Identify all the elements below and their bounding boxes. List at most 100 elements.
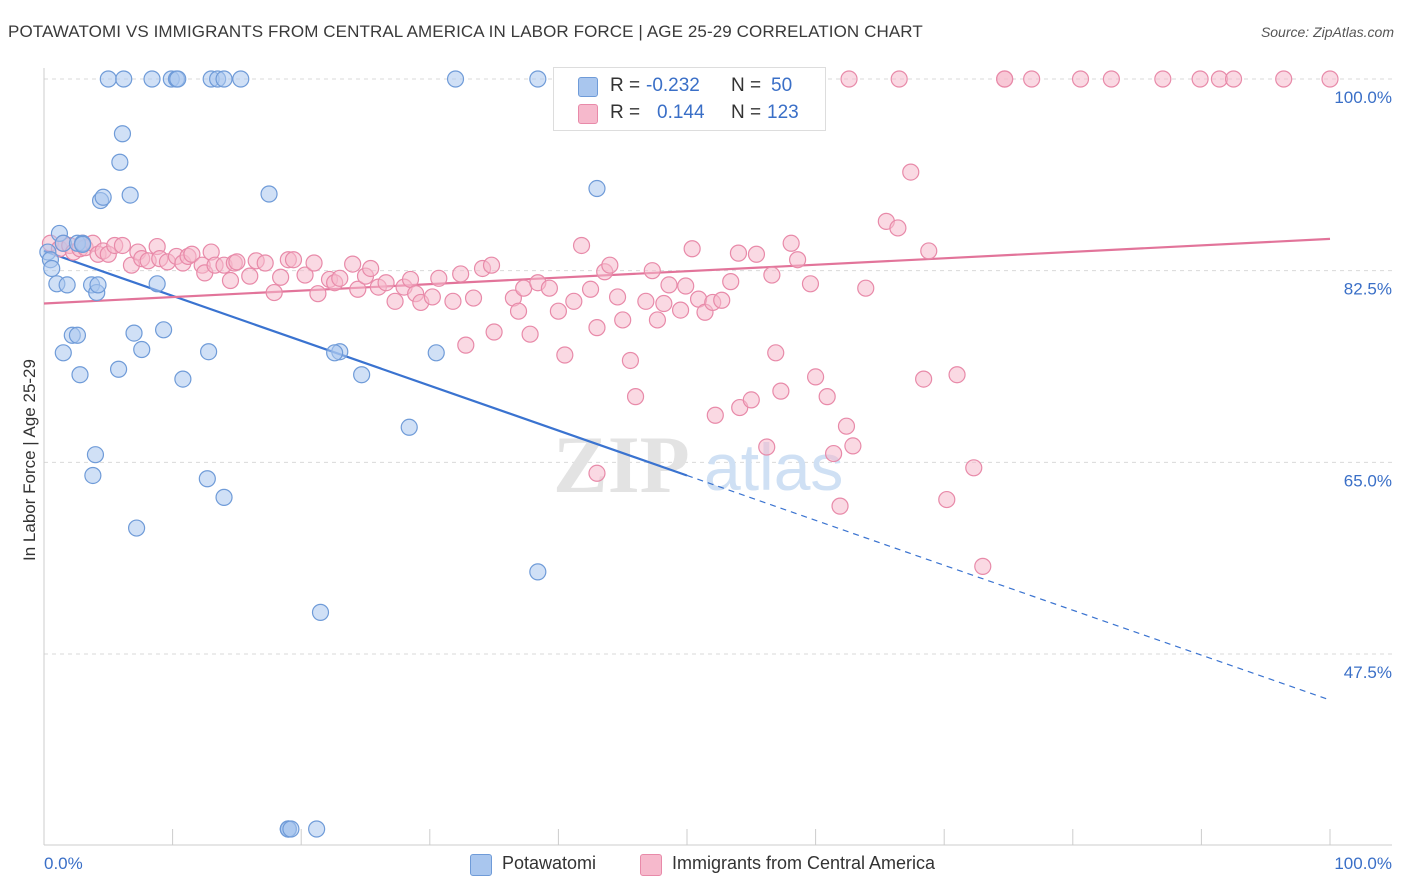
immigrants-point <box>1275 70 1293 88</box>
immigrants-point <box>572 236 591 255</box>
potawatomi-point <box>154 321 173 339</box>
potawatomi-point <box>446 70 465 88</box>
immigrants-point <box>902 163 920 181</box>
bottom-legend-swatch-immigrants <box>640 854 662 876</box>
immigrants-point <box>763 266 781 284</box>
immigrants-point <box>228 253 246 271</box>
immigrants-point <box>581 280 600 298</box>
immigrants-point <box>801 275 820 293</box>
potawatomi-point <box>58 276 76 294</box>
immigrants-point <box>643 262 661 280</box>
potawatomi-point <box>198 470 216 488</box>
potawatomi-point <box>400 418 418 436</box>
immigrants-point <box>1321 70 1339 88</box>
immigrants-point <box>430 269 448 287</box>
immigrants-point <box>713 291 731 309</box>
source-label: Source: ZipAtlas.com <box>1260 24 1394 40</box>
immigrants-point <box>221 271 240 290</box>
immigrants-point <box>452 265 470 283</box>
immigrants-point <box>722 273 740 291</box>
grid-lines <box>44 78 1392 655</box>
immigrants-point <box>588 319 606 337</box>
immigrants-point <box>377 274 395 292</box>
bottom-legend-swatch-potawatomi <box>470 854 492 876</box>
immigrants-point <box>758 438 776 456</box>
potawatomi-point <box>308 820 326 838</box>
potawatomi-point <box>282 820 300 838</box>
potawatomi-point <box>148 275 166 293</box>
immigrants-point <box>556 346 574 364</box>
immigrants-point <box>626 388 645 406</box>
immigrants-point <box>729 244 748 262</box>
immigrants-point <box>782 234 800 252</box>
potawatomi-point <box>71 366 89 384</box>
immigrants-point <box>256 254 274 272</box>
immigrants-point <box>608 288 627 306</box>
potawatomi-point <box>113 125 132 143</box>
immigrants-point <box>890 70 908 88</box>
immigrants-point <box>1154 70 1172 88</box>
legend-n-value: 123 <box>767 102 799 123</box>
immigrants-point <box>844 437 862 455</box>
immigrants-point <box>1102 70 1120 88</box>
immigrants-point <box>655 294 673 313</box>
x-tick-label: 0.0% <box>44 854 83 873</box>
immigrants-point <box>772 382 790 400</box>
x-tick-label: 100.0% <box>1334 854 1392 873</box>
immigrants-point <box>296 266 314 284</box>
bottom-legend-label-immigrants: Immigrants from Central America <box>672 853 936 873</box>
potawatomi-point <box>215 488 233 506</box>
legend-r-value: -0.232 <box>646 75 700 96</box>
immigrants-point <box>948 366 966 384</box>
immigrants-point <box>521 325 539 343</box>
potawatomi-point <box>121 186 139 204</box>
potawatomi-point <box>529 563 547 581</box>
immigrants-point <box>831 497 849 515</box>
immigrants-point <box>565 292 583 310</box>
immigrants-point <box>974 557 992 575</box>
potawatomi-point <box>125 324 143 342</box>
legend-r-label: R = <box>610 75 641 96</box>
legend-row-potawatomi: R = -0.232 N = 50 <box>554 74 825 100</box>
trend-line-potawatomi-extension <box>686 474 1331 701</box>
potawatomi-point <box>326 344 344 362</box>
immigrants-point <box>996 70 1014 88</box>
immigrants-point <box>464 289 483 307</box>
axes <box>43 68 1392 846</box>
immigrants-point <box>660 276 678 294</box>
immigrants-point <box>1071 70 1090 88</box>
immigrants-point <box>344 255 362 273</box>
potawatomi-point <box>43 259 61 278</box>
potawatomi-point <box>89 276 107 294</box>
y-tick-label: 65.0% <box>1344 471 1392 490</box>
immigrants-point <box>648 311 667 329</box>
correlation-legend: R = -0.232 N = 50 R = 0.144 N = 123 <box>553 67 826 131</box>
potawatomi-point <box>109 360 128 378</box>
potawatomi-point <box>94 188 112 206</box>
immigrants-point <box>889 219 907 237</box>
watermark-atlas: atlas <box>704 430 843 504</box>
immigrants-point <box>401 270 420 289</box>
trend-line-immigrants <box>43 237 1331 305</box>
immigrants-point <box>265 283 283 302</box>
immigrants-point <box>540 279 558 297</box>
immigrants-point <box>637 292 655 310</box>
y-tick-label: 82.5% <box>1344 280 1392 299</box>
potawatomi-point <box>427 344 445 362</box>
potawatomi-point <box>127 519 146 537</box>
immigrants-point <box>362 259 380 278</box>
potawatomi-point <box>215 70 233 88</box>
legend-n-label: N = <box>731 75 762 96</box>
y-axis-label: In Labor Force | Age 25-29 <box>20 359 39 561</box>
immigrants-point <box>601 256 619 274</box>
immigrants-point <box>1191 70 1209 88</box>
potawatomi-point <box>86 446 105 464</box>
y-tick-label: 47.5% <box>1344 663 1392 682</box>
y-tick-label: 100.0% <box>1334 88 1392 107</box>
immigrants-point <box>806 368 825 386</box>
immigrants-point <box>284 251 303 269</box>
potawatomi-point <box>200 343 218 361</box>
immigrants-point <box>671 301 690 319</box>
potawatomi-point <box>143 70 161 88</box>
legend-row-immigrants: R = 0.144 N = 123 <box>554 101 825 127</box>
